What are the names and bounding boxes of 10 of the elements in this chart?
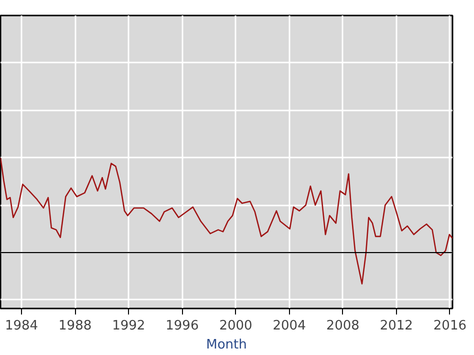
- x-tick-label: 1984: [4, 318, 38, 334]
- x-tick-label: 2004: [272, 318, 306, 334]
- x-tick-label: 2008: [326, 318, 360, 334]
- x-axis-title: Month: [206, 338, 247, 352]
- x-tick-label: 2000: [219, 318, 252, 334]
- x-tick-label: 2016: [433, 318, 467, 334]
- x-tick-label: 1988: [58, 318, 92, 334]
- x-tick-label: 1996: [166, 318, 199, 334]
- x-tick-label: 2012: [380, 318, 413, 334]
- x-tick-label: 1992: [112, 318, 146, 334]
